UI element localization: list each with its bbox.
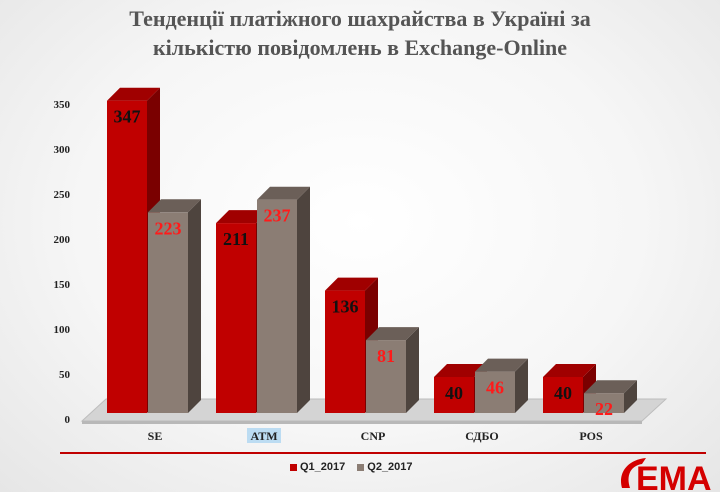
- bar-side: [624, 380, 637, 413]
- bar-top: [257, 186, 310, 200]
- data-labels: 347 223 211 237 136 81 40 46 40 22: [114, 107, 614, 420]
- bar-top: [325, 277, 378, 291]
- chart-title-line-1: Тенденції платіжного шахрайства в Україн…: [129, 6, 591, 31]
- bar-top: [366, 327, 419, 341]
- bar-top: [434, 364, 487, 377]
- bars: [107, 87, 637, 413]
- bar-front: [216, 223, 256, 413]
- floor-edge: [82, 421, 642, 424]
- chart-title-line-2: кількістю повідомлень в Exchange-Online: [152, 35, 568, 60]
- y-axis: 0 50 100 150 200 250 300 350: [54, 99, 71, 426]
- legend-label-q1: Q1_2017: [300, 461, 346, 473]
- x-tick-label-CNP: CNP: [361, 429, 386, 443]
- bar-side: [188, 199, 201, 413]
- y-tick-label: 350: [54, 99, 71, 111]
- y-tick-label: 150: [54, 279, 71, 291]
- y-tick-label: 50: [59, 369, 71, 381]
- y-tick-label: 250: [54, 189, 71, 201]
- legend-swatch-q2: [357, 463, 365, 471]
- bar-top: [584, 380, 637, 394]
- bar-front: [366, 340, 406, 413]
- bar-front: [148, 212, 188, 413]
- y-tick-label: 100: [54, 324, 71, 336]
- bar-top: [148, 199, 201, 213]
- category-highlight: [247, 428, 281, 443]
- bar-СДБО-Q2_2017: [475, 358, 528, 413]
- bar-SE-Q2_2017: [148, 199, 201, 413]
- legend: Q1_2017 Q2_2017: [290, 460, 413, 474]
- bar-side: [297, 186, 310, 413]
- bar-front: [475, 371, 515, 413]
- bar-front: [257, 199, 297, 413]
- bar-POS-Q2_2017: [584, 380, 637, 413]
- data-label-CNP-Q2_2017: 81: [377, 346, 395, 366]
- logo-text: EMA: [636, 460, 712, 492]
- logo-swoosh: [621, 458, 646, 488]
- bar-top: [107, 87, 160, 101]
- legend-item-q2: Q2_2017: [357, 461, 413, 473]
- bar-front: [543, 377, 583, 413]
- data-label-CNP-Q1_2017: 136: [332, 297, 359, 317]
- data-label-СДБО-Q1_2017: 40: [445, 383, 463, 403]
- data-label-SE-Q1_2017: 347: [114, 107, 141, 127]
- bar-front: [325, 290, 365, 413]
- legend-label-q2: Q2_2017: [367, 461, 413, 473]
- data-label-POS-Q1_2017: 40: [554, 383, 572, 403]
- ema-logo: EMA: [621, 458, 712, 492]
- y-tick-label: 0: [65, 414, 71, 426]
- bar-top: [216, 210, 269, 224]
- x-tick-label-POS: POS: [579, 429, 603, 443]
- bar-top: [475, 358, 528, 372]
- bar-front: [107, 100, 147, 413]
- data-label-СДБО-Q2_2017: 46: [486, 378, 504, 398]
- bar-front: [584, 393, 624, 413]
- x-tick-label-SE: SE: [148, 429, 163, 443]
- x-axis: SE ATM CNP СДБО POS: [148, 428, 603, 443]
- y-tick-label: 200: [54, 234, 71, 246]
- data-label-ATM-Q1_2017: 211: [223, 229, 249, 249]
- chart-title: Тенденції платіжного шахрайства в Україн…: [0, 4, 720, 62]
- bar-top: [543, 364, 596, 377]
- legend-swatch-q1: [290, 463, 297, 471]
- legend-item-q1: Q1_2017: [290, 461, 345, 473]
- bar-side: [515, 358, 528, 413]
- bar-ATM-Q2_2017: [257, 186, 310, 413]
- y-tick-label: 300: [54, 144, 71, 156]
- data-label-POS-Q2_2017: 22: [595, 399, 613, 419]
- x-tick-label-ATM: ATM: [250, 429, 277, 443]
- bar-CNP-Q2_2017: [366, 327, 419, 413]
- bar-front: [434, 377, 474, 413]
- data-label-SE-Q2_2017: 223: [155, 218, 182, 238]
- data-label-ATM-Q2_2017: 237: [264, 206, 291, 226]
- bar-side: [406, 327, 419, 413]
- x-tick-label-СДБО: СДБО: [465, 429, 499, 443]
